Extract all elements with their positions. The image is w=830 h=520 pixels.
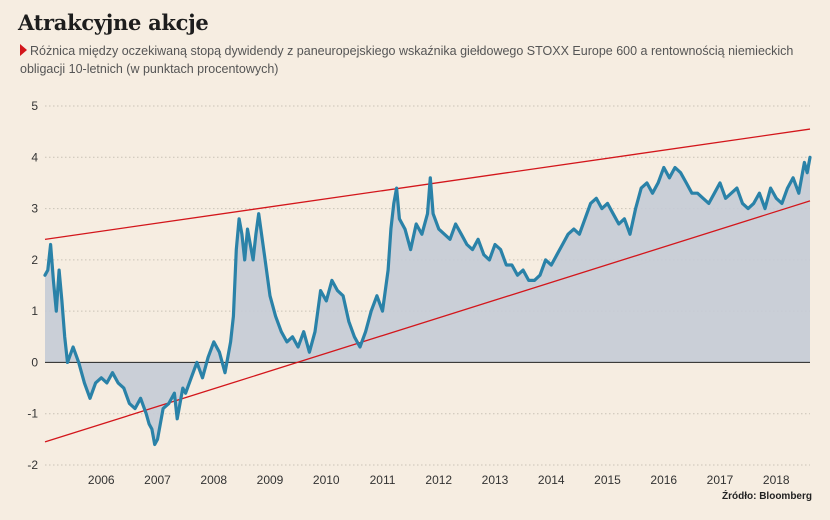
- y-tick-label: -2: [27, 458, 38, 472]
- x-tick-label: 2013: [482, 473, 509, 487]
- y-tick-label: 4: [31, 150, 38, 164]
- red-triangle-icon: [20, 44, 27, 56]
- x-tick-label: 2017: [707, 473, 734, 487]
- source-note: Źródło: Bloomberg: [722, 491, 812, 502]
- chart-subtitle-text: Różnica między oczekiwaną stopą dywidend…: [20, 44, 794, 76]
- chart-title: Atrakcyjne akcje: [18, 10, 209, 35]
- series-line: [43, 155, 812, 447]
- x-tick-label: 2007: [144, 473, 171, 487]
- y-tick-label: -1: [27, 407, 38, 421]
- trend-layer: [44, 128, 811, 443]
- x-tick-label: 2012: [425, 473, 452, 487]
- x-tick-label: 2009: [257, 473, 284, 487]
- x-tick-label: 2018: [763, 473, 790, 487]
- x-tick-label: 2006: [88, 473, 115, 487]
- x-tick-label: 2015: [594, 473, 621, 487]
- x-tick-label: 2010: [313, 473, 340, 487]
- y-tick-label: 0: [31, 355, 38, 369]
- x-tick-label: 2016: [650, 473, 677, 487]
- x-tick-label: 2011: [370, 473, 396, 487]
- x-tick-label: 2008: [200, 473, 227, 487]
- line-layer: [43, 155, 812, 447]
- trend-line: [44, 128, 811, 240]
- y-tick-label: 1: [31, 304, 38, 318]
- area-layer: [45, 157, 810, 445]
- chart-subtitle: Różnica między oczekiwaną stopą dywidend…: [20, 42, 810, 78]
- area-fill: [45, 157, 810, 445]
- y-tick-label: 3: [31, 202, 38, 216]
- label-layer: 5 4 3 2 1 0 -1 -2 2006 2007 2008 2009 2010 2011 2012 20…: [27, 99, 790, 487]
- x-tick-label: 2014: [538, 473, 565, 487]
- y-tick-label: 5: [31, 99, 38, 113]
- trend-line: [44, 200, 811, 443]
- y-tick-label: 2: [31, 253, 38, 267]
